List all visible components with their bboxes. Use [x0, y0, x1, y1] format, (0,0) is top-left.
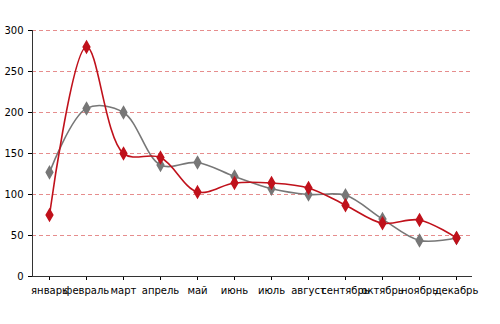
svg-text:июль: июль: [258, 285, 285, 296]
svg-text:январь: январь: [31, 285, 68, 296]
svg-text:сентябрь: сентябрь: [321, 284, 370, 296]
svg-text:октябрь: октябрь: [361, 285, 404, 296]
svg-text:300: 300: [4, 25, 23, 36]
svg-text:декабрь: декабрь: [435, 285, 479, 296]
svg-text:200: 200: [4, 107, 23, 118]
svg-text:апрель: апрель: [142, 285, 180, 296]
svg-text:август: август: [291, 284, 326, 296]
svg-text:100: 100: [4, 189, 23, 200]
svg-text:май: май: [187, 285, 207, 296]
svg-text:март: март: [111, 285, 137, 296]
svg-text:250: 250: [4, 66, 23, 77]
svg-text:150: 150: [4, 148, 23, 159]
svg-text:ноябрь: ноябрь: [401, 285, 438, 296]
svg-text:50: 50: [11, 230, 24, 241]
svg-text:июнь: июнь: [221, 285, 248, 296]
svg-text:0: 0: [17, 271, 23, 282]
svg-text:февраль: февраль: [64, 285, 109, 296]
